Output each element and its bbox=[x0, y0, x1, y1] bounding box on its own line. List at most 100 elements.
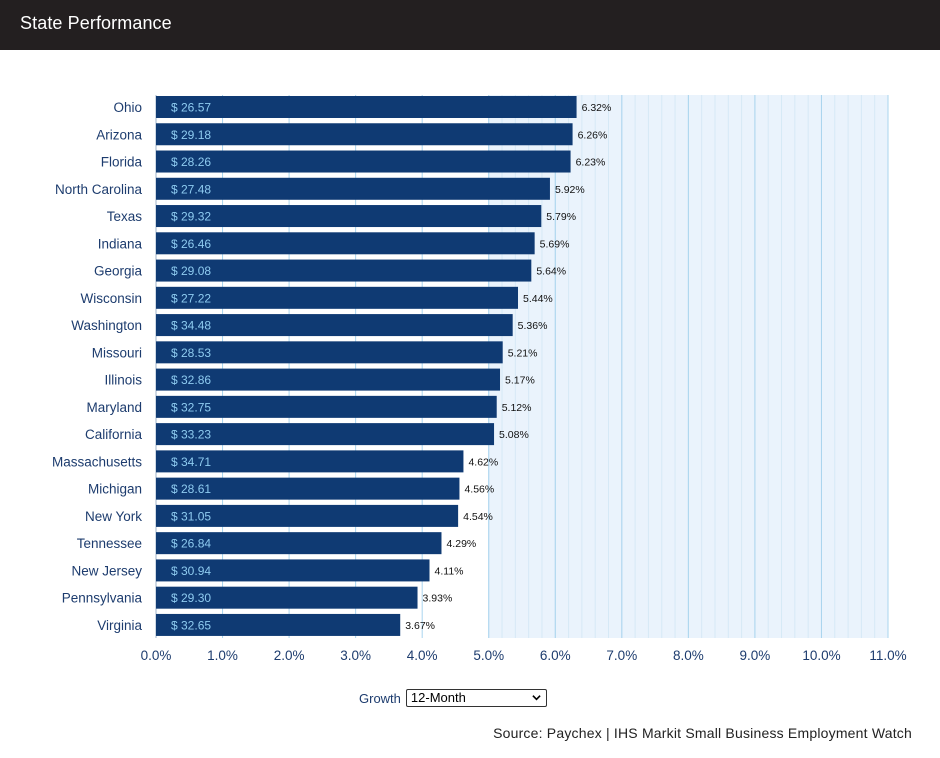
x-tick-label: 11.0% bbox=[869, 648, 906, 663]
value-label: 5.21% bbox=[508, 347, 538, 359]
wage-label: $ 34.48 bbox=[171, 319, 211, 333]
wage-label: $ 28.61 bbox=[171, 482, 211, 496]
header-bar: State Performance bbox=[0, 0, 940, 50]
x-tick-label: 1.0% bbox=[207, 648, 238, 663]
category-label: Washington bbox=[71, 318, 142, 333]
category-label: New Jersey bbox=[71, 563, 142, 578]
wage-label: $ 32.75 bbox=[171, 400, 211, 414]
value-label: 3.93% bbox=[423, 593, 453, 605]
category-label: Indiana bbox=[98, 236, 143, 251]
bar bbox=[156, 232, 535, 255]
bar bbox=[156, 96, 577, 118]
category-label: Arizona bbox=[96, 127, 142, 142]
category-label: Wisconsin bbox=[80, 291, 142, 306]
value-label: 5.08% bbox=[499, 429, 529, 441]
category-label: Illinois bbox=[104, 373, 142, 388]
bar bbox=[156, 504, 459, 527]
wage-label: $ 28.26 bbox=[171, 155, 211, 169]
bar bbox=[156, 123, 573, 146]
wage-label: $ 28.53 bbox=[171, 346, 211, 360]
bar bbox=[156, 532, 442, 555]
wage-label: $ 27.22 bbox=[171, 291, 211, 305]
value-label: 5.36% bbox=[518, 320, 548, 332]
wage-label: $ 34.71 bbox=[171, 455, 211, 469]
category-label: New York bbox=[85, 509, 142, 524]
bar bbox=[156, 477, 460, 500]
bar bbox=[156, 259, 532, 282]
category-label: Tennessee bbox=[77, 536, 142, 551]
value-label: 5.79% bbox=[546, 211, 576, 223]
value-label: 6.32% bbox=[582, 102, 612, 114]
x-tick-label: 0.0% bbox=[141, 648, 172, 663]
value-label: 4.56% bbox=[464, 484, 494, 496]
x-tick-label: 4.0% bbox=[407, 648, 438, 663]
value-label: 5.12% bbox=[502, 402, 532, 414]
page-title: State Performance bbox=[20, 13, 172, 33]
wage-label: $ 31.05 bbox=[171, 509, 211, 523]
category-label: Missouri bbox=[92, 345, 142, 360]
value-label: 4.62% bbox=[468, 456, 498, 468]
wage-label: $ 32.65 bbox=[171, 618, 211, 632]
growth-label: Growth bbox=[359, 690, 401, 706]
growth-select-value: 12-Month bbox=[410, 690, 466, 705]
wage-label: $ 29.08 bbox=[171, 264, 211, 278]
bar bbox=[156, 368, 501, 391]
value-label: 5.64% bbox=[536, 266, 566, 278]
value-label: 4.29% bbox=[446, 538, 476, 550]
source-note: Source: Paychex | IHS Markit Small Busin… bbox=[493, 725, 912, 741]
wage-label: $ 26.84 bbox=[171, 537, 211, 551]
category-label: North Carolina bbox=[55, 182, 143, 197]
bar bbox=[156, 205, 542, 228]
x-tick-label: 6.0% bbox=[540, 648, 571, 663]
bar bbox=[156, 150, 571, 173]
value-label: 3.67% bbox=[405, 620, 435, 632]
value-label: 5.44% bbox=[523, 293, 553, 305]
x-tick-label: 2.0% bbox=[274, 648, 305, 663]
wage-label: $ 29.32 bbox=[171, 210, 211, 224]
x-tick-label: 10.0% bbox=[802, 648, 840, 663]
category-label: Texas bbox=[107, 209, 143, 224]
bar bbox=[156, 314, 513, 337]
state-performance-chart: Ohio $ 26.57 6.32% Arizona $ 29.18 6.26% Flori… bbox=[52, 95, 907, 663]
category-label: Massachusetts bbox=[52, 454, 142, 469]
wage-label: $ 26.57 bbox=[171, 101, 211, 115]
bar bbox=[156, 423, 495, 446]
x-tick-label: 3.0% bbox=[340, 648, 371, 663]
bar bbox=[156, 559, 430, 582]
bar bbox=[156, 286, 519, 309]
growth-control: Growth 12-Month bbox=[359, 688, 547, 708]
wage-label: $ 29.30 bbox=[171, 591, 211, 605]
bar bbox=[156, 395, 497, 418]
value-label: 6.23% bbox=[576, 157, 606, 169]
x-tick-label: 7.0% bbox=[606, 648, 637, 663]
category-label: Georgia bbox=[94, 264, 143, 279]
bar bbox=[156, 586, 418, 609]
value-label: 5.17% bbox=[505, 375, 535, 387]
value-label: 4.54% bbox=[463, 511, 493, 523]
growth-period-select[interactable]: 12-Month bbox=[405, 689, 547, 707]
category-label: California bbox=[85, 427, 143, 442]
wage-label: $ 26.46 bbox=[171, 237, 211, 251]
category-label: Pennsylvania bbox=[62, 591, 143, 606]
value-label: 6.26% bbox=[578, 129, 608, 141]
category-label: Michigan bbox=[88, 482, 142, 497]
x-tick-label: 8.0% bbox=[673, 648, 704, 663]
bar bbox=[156, 177, 550, 200]
value-label: 4.11% bbox=[435, 565, 464, 577]
x-tick-label: 5.0% bbox=[473, 648, 504, 663]
wage-label: $ 33.23 bbox=[171, 428, 211, 442]
chevron-down-icon bbox=[532, 695, 541, 701]
value-label: 5.69% bbox=[540, 238, 570, 250]
bar bbox=[156, 450, 464, 473]
category-label: Maryland bbox=[86, 400, 142, 415]
category-label: Florida bbox=[101, 155, 143, 170]
wage-label: $ 30.94 bbox=[171, 564, 211, 578]
wage-label: $ 29.18 bbox=[171, 128, 211, 142]
wage-label: $ 32.86 bbox=[171, 373, 211, 387]
bar bbox=[156, 341, 503, 364]
bar bbox=[156, 613, 401, 636]
category-label: Virginia bbox=[97, 618, 142, 633]
x-tick-label: 9.0% bbox=[740, 648, 771, 663]
category-label: Ohio bbox=[113, 100, 142, 115]
wage-label: $ 27.48 bbox=[171, 182, 211, 196]
